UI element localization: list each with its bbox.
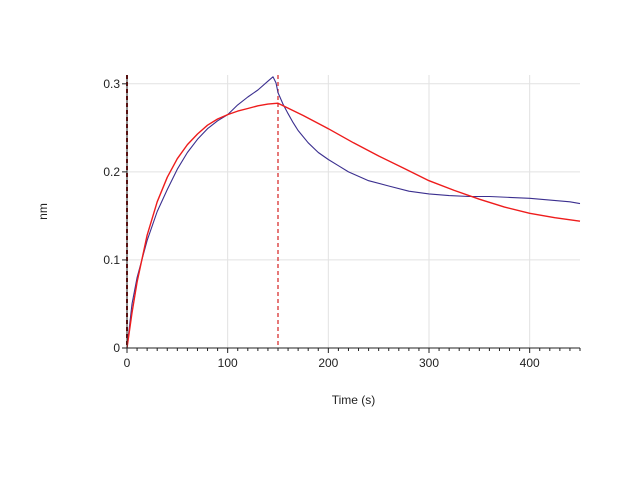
y-ticks: 0 0.1 0.2 0.3 xyxy=(103,77,127,355)
data-series xyxy=(126,76,581,349)
y-tick-label: 0.1 xyxy=(103,253,120,267)
event-markers xyxy=(126,75,279,348)
y-tick-label: 0 xyxy=(113,341,120,355)
x-axis-label: Time (s) xyxy=(332,393,376,407)
x-ticks: 0 100 200 300 400 xyxy=(124,348,581,370)
x-tick-label: 400 xyxy=(520,356,540,370)
x-tick-label: 200 xyxy=(318,356,338,370)
y-axis-label: nm xyxy=(36,203,50,220)
grid-lines xyxy=(126,75,580,349)
axes xyxy=(126,75,580,349)
y-tick-label: 0.3 xyxy=(103,77,120,91)
x-tick-label: 0 xyxy=(124,356,131,370)
x-tick-label: 300 xyxy=(419,356,439,370)
measured-response-line xyxy=(126,76,581,349)
fitted-curve-line xyxy=(126,102,581,349)
y-tick-label: 0.2 xyxy=(103,165,120,179)
x-tick-label: 100 xyxy=(218,356,238,370)
